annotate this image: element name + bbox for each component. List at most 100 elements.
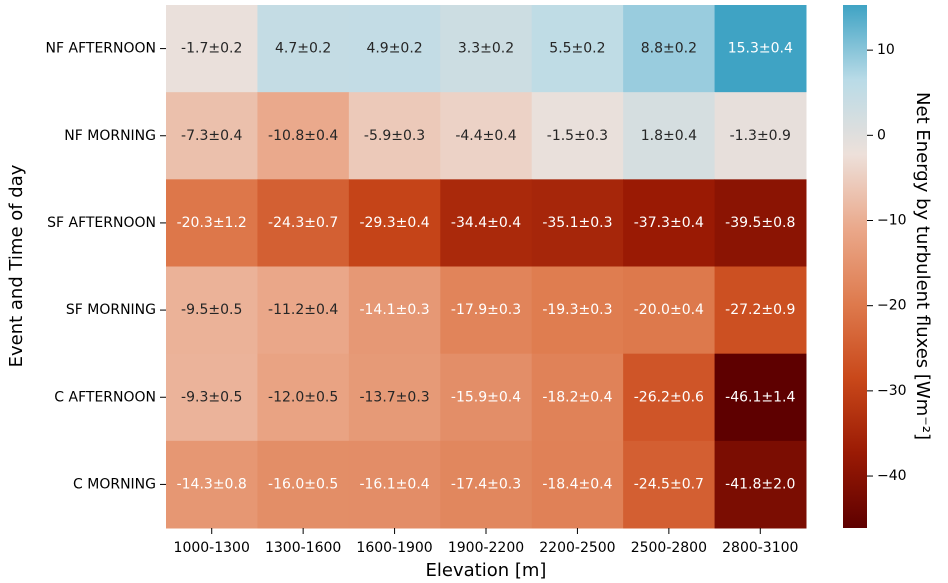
cell-label: -1.3±0.9 [730, 128, 791, 144]
heatmap-cell [623, 92, 716, 180]
cell-label: -1.7±0.2 [181, 41, 242, 57]
heatmap-cell [714, 179, 807, 267]
cell-label: -11.2±0.4 [268, 302, 338, 318]
y-tick-label: NF AFTERNOON [46, 41, 156, 57]
heatmap-cell [623, 179, 716, 267]
cell-label: -5.9±0.3 [364, 128, 425, 144]
cell-label: -19.3±0.3 [542, 302, 612, 318]
heatmap-cell [257, 440, 350, 529]
cell-label: 4.9±0.2 [366, 41, 422, 57]
colorbar-tick-label: −20 [877, 298, 907, 314]
colorbar [843, 5, 867, 528]
cell-label: -20.3±1.2 [177, 215, 247, 231]
cell-label: 4.7±0.2 [275, 41, 331, 57]
x-tick-label: 1000-1300 [174, 540, 250, 556]
cell-label: -16.0±0.5 [268, 476, 338, 492]
heatmap-cell [348, 266, 441, 355]
cell-label: -35.1±0.3 [542, 215, 612, 231]
colorbar-tick-label: 10 [877, 42, 895, 58]
colorbar-tick-label: −30 [877, 383, 907, 399]
heatmap-cell [440, 179, 533, 267]
heatmap-cell [348, 179, 441, 267]
heatmap-cell [623, 353, 716, 442]
cell-label: -4.4±0.4 [455, 128, 516, 144]
cell-label: 8.8±0.2 [641, 41, 697, 57]
x-tick-label: 1300-1600 [265, 540, 341, 556]
x-tick-label: 2500-2800 [631, 540, 707, 556]
cell-label: -46.1±1.4 [725, 389, 795, 405]
heatmap-cell [531, 440, 624, 529]
heatmap-cell [714, 440, 807, 529]
cell-label: -17.9±0.3 [451, 302, 521, 318]
cell-label: 1.8±0.4 [641, 128, 697, 144]
cell-label: -39.5±0.8 [725, 215, 795, 231]
heatmap-cell [348, 5, 441, 93]
y-tick-label: SF AFTERNOON [47, 215, 156, 231]
colorbar-label: Net Energy by turbulent fluxes [Wm⁻²] [912, 92, 933, 440]
y-axis-label: Event and Time of day [6, 164, 27, 367]
cell-label: -15.9±0.4 [451, 389, 521, 405]
colorbar-tick-label: 0 [877, 127, 886, 143]
heatmap-cell [531, 266, 624, 355]
heatmap-cell [440, 266, 533, 355]
heatmap-cell [531, 5, 624, 93]
cell-label: -26.2±0.6 [634, 389, 704, 405]
cell-label: -10.8±0.4 [268, 128, 338, 144]
heatmap-cell [714, 353, 807, 442]
heatmap-cell [166, 5, 258, 93]
heatmap-cell [440, 353, 533, 442]
cell-label: -37.3±0.4 [634, 215, 704, 231]
heatmap-cell [348, 440, 441, 529]
cell-label: -14.3±0.8 [177, 476, 247, 492]
cell-label: -12.0±0.5 [268, 389, 338, 405]
heatmap-cell [348, 92, 441, 180]
heatmap-cell [257, 266, 350, 355]
heatmap-cell [257, 179, 350, 267]
heatmap-cell [623, 266, 716, 355]
y-tick-label: NF MORNING [64, 128, 156, 144]
x-tick-label: 2800-3100 [722, 540, 798, 556]
cell-label: 15.3±0.4 [728, 41, 793, 57]
cell-label: -17.4±0.3 [451, 476, 521, 492]
colorbar-tick-label: −10 [877, 213, 907, 229]
x-tick-label: 1900-2200 [448, 540, 524, 556]
heatmap-cell [257, 353, 350, 442]
y-tick-label: C AFTERNOON [54, 389, 156, 405]
heatmap-cell [166, 353, 258, 442]
heatmap-cell [623, 440, 716, 529]
heatmap-cell [166, 92, 258, 180]
heatmap-cell [166, 266, 258, 355]
heatmap-cell [166, 179, 258, 267]
cell-label: -14.1±0.3 [359, 302, 429, 318]
colorbar-tick-label: −40 [877, 468, 907, 484]
cell-label: -18.2±0.4 [542, 389, 612, 405]
heatmap-cell [714, 92, 807, 180]
cell-label: -29.3±0.4 [359, 215, 429, 231]
heatmap-cell [440, 92, 533, 180]
cell-label: -13.7±0.3 [359, 389, 429, 405]
cell-label: 3.3±0.2 [458, 41, 514, 57]
y-tick-label: SF MORNING [66, 302, 156, 318]
cell-label: -9.5±0.5 [181, 302, 242, 318]
heatmap-cell [531, 92, 624, 180]
heatmap-cell [714, 5, 807, 93]
heatmap-cell [257, 5, 350, 93]
heatmap-cell [623, 5, 716, 93]
cell-label: -24.5±0.7 [634, 476, 704, 492]
cell-label: -7.3±0.4 [181, 128, 242, 144]
heatmap-cell [531, 353, 624, 442]
cell-label: -9.3±0.5 [181, 389, 242, 405]
heatmap-cell [531, 179, 624, 267]
cell-label: -1.5±0.3 [547, 128, 608, 144]
heatmap-cell [257, 92, 350, 180]
heatmap-cell [440, 440, 533, 529]
heatmap-cell [166, 440, 258, 529]
cell-label: -24.3±0.7 [268, 215, 338, 231]
heatmap-cell [348, 353, 441, 442]
x-tick-label: 2200-2500 [539, 540, 615, 556]
cell-label: -27.2±0.9 [725, 302, 795, 318]
cell-label: -20.0±0.4 [634, 302, 704, 318]
cell-label: -41.8±2.0 [725, 476, 795, 492]
cell-label: 5.5±0.2 [549, 41, 605, 57]
